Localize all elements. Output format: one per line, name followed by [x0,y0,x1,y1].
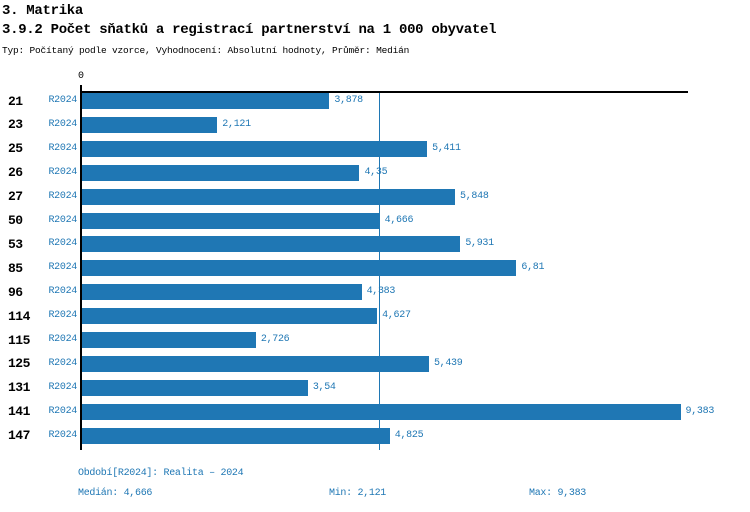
bar-value-label: 3,54 [312,381,336,393]
bar-value-label: 6,81 [521,262,545,274]
bar[interactable] [82,379,308,396]
bar-value-label: 5,848 [460,190,489,202]
median-stat: Medián: 4,666 [78,488,153,499]
row-category-label: 125 [8,356,30,372]
bar-value-label: 4,666 [384,214,414,226]
row-category-label: 53 [8,236,23,252]
bar-value-label: 5,439 [433,357,463,369]
y-axis-line [79,85,82,450]
bar-value-label: 5,931 [465,238,494,250]
row-category-label: 25 [8,141,23,157]
row-category-label: 21 [8,93,23,109]
x-axis-zero-tick-label: 0 [77,71,84,82]
bar-value-label: 4,383 [366,286,396,298]
bar[interactable] [82,427,390,444]
row-category-label: 23 [8,117,23,133]
row-category-label: 141 [8,404,30,420]
section-title: 3. Matrika [2,3,84,19]
row-series-label: R2024 [48,286,77,298]
row-category-label: 147 [8,428,30,444]
bar-value-label: 3,878 [334,95,363,106]
bar[interactable] [82,116,218,133]
bar-value-label: 2,726 [260,334,290,345]
bar[interactable] [82,332,256,348]
row-series-label: R2024 [48,381,77,393]
bar-value-label: 5,411 [432,142,461,154]
bar[interactable] [82,355,429,372]
row-series-label: R2024 [48,95,77,106]
row-category-label: 114 [8,308,30,324]
bar-value-label: 4,35 [364,166,388,178]
bar[interactable] [82,164,360,181]
row-category-label: 26 [8,165,23,181]
bar[interactable] [82,188,456,205]
row-category-label: 50 [8,213,23,228]
row-series-label: R2024 [48,310,77,322]
bar[interactable] [82,236,461,253]
row-series-label: R2024 [48,118,77,130]
bar[interactable] [82,403,681,420]
row-series-label: R2024 [48,405,77,417]
chart-subtitle: Typ: Počítaný podle vzorce, Vyhodnocení:… [2,45,410,56]
bar[interactable] [82,308,378,325]
row-series-label: R2024 [48,142,77,154]
bar[interactable] [82,260,517,277]
row-category-label: 131 [8,380,30,396]
row-series-label: R2024 [48,190,77,202]
bar[interactable] [82,284,362,301]
row-series-label: R2024 [48,238,77,250]
bar[interactable] [82,140,428,157]
max-stat: Max: 9,383 [529,488,587,499]
period-note: Období[R2024]: Realita – 2024 [78,468,244,479]
min-stat: Min: 2,121 [329,488,387,499]
bar-value-label: 4,627 [382,310,411,322]
row-series-label: R2024 [48,166,77,178]
row-category-label: 85 [8,260,23,276]
bar-value-label: 4,825 [394,429,424,441]
row-series-label: R2024 [48,214,77,226]
bar[interactable] [82,93,330,109]
x-axis-line [79,90,688,93]
row-series-label: R2024 [48,262,77,274]
bar[interactable] [82,212,380,229]
row-category-label: 96 [8,284,23,300]
row-series-label: R2024 [48,334,77,345]
bar-value-label: 2,121 [222,118,251,130]
bar-value-label: 9,383 [685,405,715,417]
row-category-label: 27 [8,189,23,205]
row-series-label: R2024 [48,429,77,441]
row-category-label: 115 [8,332,30,348]
row-series-label: R2024 [48,357,77,369]
chart-title: 3.9.2 Počet sňatků a registrací partners… [2,22,497,38]
